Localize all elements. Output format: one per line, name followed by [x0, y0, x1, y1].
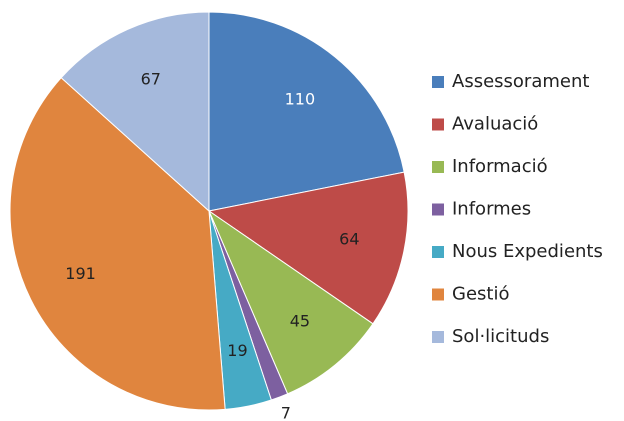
legend-swatch	[432, 288, 444, 301]
legend-label: Assessorament	[452, 71, 589, 92]
data-label: 7	[281, 403, 291, 421]
legend-label: Informes	[452, 199, 531, 220]
legend-swatch	[432, 246, 444, 258]
legend-swatch	[432, 118, 444, 131]
data-label: 67	[141, 70, 161, 89]
legend-label: Sol·licituds	[452, 326, 549, 347]
legend-swatch	[432, 161, 444, 173]
legend-label: Informació	[452, 156, 548, 177]
data-label: 45	[290, 311, 310, 330]
legend-label: Avaluació	[452, 114, 538, 135]
legend-swatch	[432, 203, 444, 216]
data-label: 64	[339, 229, 359, 248]
legend-label: Gestió	[452, 284, 509, 305]
pie-slice	[207, 209, 374, 395]
pie-slice	[9, 77, 226, 411]
data-label: 19	[227, 341, 247, 360]
pie-slice	[60, 11, 210, 213]
legend-swatch	[432, 331, 444, 343]
pie-slice	[208, 11, 405, 212]
data-label: 110	[285, 90, 316, 109]
pie-slice	[207, 171, 409, 325]
data-label: 191	[65, 264, 96, 283]
legend-swatch	[432, 76, 444, 88]
legend-label: Nous Expedients	[452, 241, 603, 262]
